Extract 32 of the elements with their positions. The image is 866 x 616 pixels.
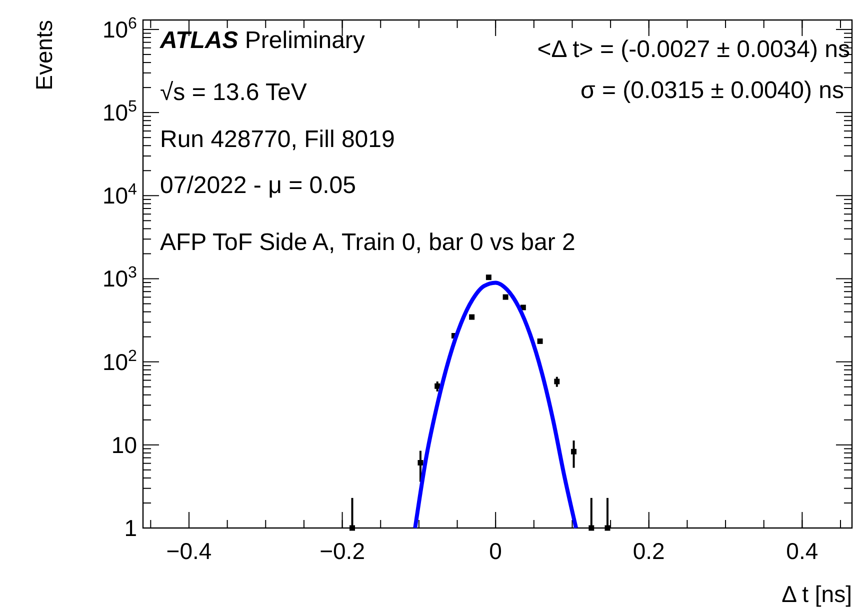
x-tick-label: 0 bbox=[489, 538, 502, 564]
annotation: AFP ToF Side A, Train 0, bar 0 vs bar 2 bbox=[160, 229, 576, 256]
point bbox=[502, 294, 508, 300]
annotation: √s = 13.6 TeV bbox=[160, 79, 307, 106]
point bbox=[554, 378, 560, 384]
point bbox=[350, 525, 355, 531]
annotation: <Δ t> = (-0.0027 ± 0.0034) ns bbox=[537, 36, 850, 63]
x-axis-title: Δ t [ns] bbox=[782, 581, 852, 607]
y-tick-label: 10$^{2}$ bbox=[102, 346, 138, 375]
x-tick-label: −0.2 bbox=[320, 538, 365, 564]
y-tick-label: 10$^{6}$ bbox=[102, 14, 138, 42]
point bbox=[486, 274, 492, 280]
annotation: Run 428770, Fill 8019 bbox=[160, 126, 395, 153]
x-tick-label: 0.2 bbox=[632, 538, 665, 564]
y-tick-label: 10 bbox=[111, 432, 137, 458]
y-tick-label: 10$^{3}$ bbox=[102, 264, 138, 292]
x-tick-label: 0.4 bbox=[786, 538, 818, 564]
point bbox=[434, 383, 440, 389]
point bbox=[537, 338, 543, 344]
point bbox=[418, 460, 424, 466]
point bbox=[571, 448, 577, 454]
y-tick-label: 10$^{5}$ bbox=[102, 98, 138, 126]
annotation: ATLAS Preliminary bbox=[159, 27, 365, 54]
annotation: 07/2022 - μ = 0.05 bbox=[160, 172, 356, 199]
y-tick-label: 1 bbox=[124, 515, 137, 541]
annotation: σ = (0.0315 ± 0.0040) ns bbox=[580, 77, 844, 104]
line-series bbox=[413, 280, 578, 530]
point bbox=[588, 525, 594, 531]
x-tick-label: −0.4 bbox=[166, 538, 212, 564]
y-axis-title: Events bbox=[31, 20, 57, 90]
y-tick-label: 10$^{4}$ bbox=[102, 180, 138, 209]
point bbox=[469, 314, 475, 320]
